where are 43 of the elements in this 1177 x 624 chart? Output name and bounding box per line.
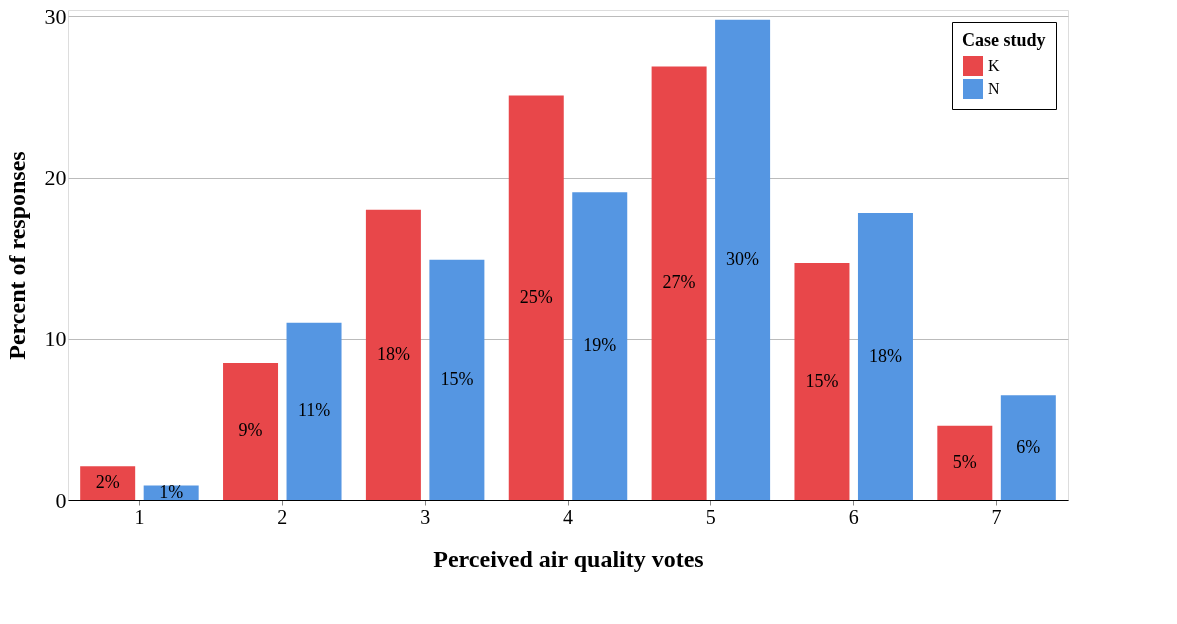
x-tick-label: 3 — [420, 505, 431, 528]
bar — [1000, 395, 1056, 500]
x-tick-label: 7 — [991, 505, 1002, 528]
y-axis-title: Percent of responses — [3, 151, 30, 360]
data-label: 18% — [868, 345, 902, 366]
x-tick-label: 6 — [848, 505, 859, 528]
bar — [286, 322, 342, 500]
bar — [365, 209, 421, 500]
bar — [651, 66, 707, 500]
legend-label: N — [988, 80, 1000, 97]
bar — [857, 213, 913, 500]
y-tick-label: 0 — [55, 487, 67, 513]
data-label: 5% — [952, 451, 977, 472]
x-tick-label: 1 — [134, 505, 145, 528]
bar — [223, 362, 279, 500]
x-tick-label: 5 — [705, 505, 716, 528]
data-label: 25% — [519, 286, 553, 307]
bar — [572, 192, 628, 500]
bar — [80, 466, 136, 500]
data-label: 15% — [805, 370, 839, 391]
data-label: 27% — [662, 272, 696, 293]
x-tick-label: 4 — [563, 505, 573, 528]
bar — [715, 19, 771, 500]
y-tick-label: 20 — [44, 165, 67, 191]
data-label: 1% — [159, 481, 184, 502]
x-axis-title: Perceived air quality votes — [433, 545, 704, 572]
bar — [508, 95, 564, 500]
x-tick-label: 2 — [277, 505, 288, 528]
y-tick-label: 30 — [44, 3, 67, 29]
data-label: 18% — [376, 343, 410, 364]
data-label: 6% — [1016, 436, 1041, 457]
data-label: 30% — [726, 248, 760, 269]
data-label: 15% — [440, 368, 474, 389]
bar — [937, 425, 993, 500]
data-label: 9% — [238, 420, 263, 441]
data-label: 11% — [297, 400, 331, 421]
data-label: 19% — [583, 335, 617, 356]
legend-title: Case study — [962, 30, 1046, 50]
data-label: 2% — [95, 472, 120, 493]
y-tick-label: 10 — [44, 326, 67, 352]
bar — [794, 263, 850, 500]
bar — [429, 259, 485, 500]
legend-label: K — [988, 57, 1000, 74]
